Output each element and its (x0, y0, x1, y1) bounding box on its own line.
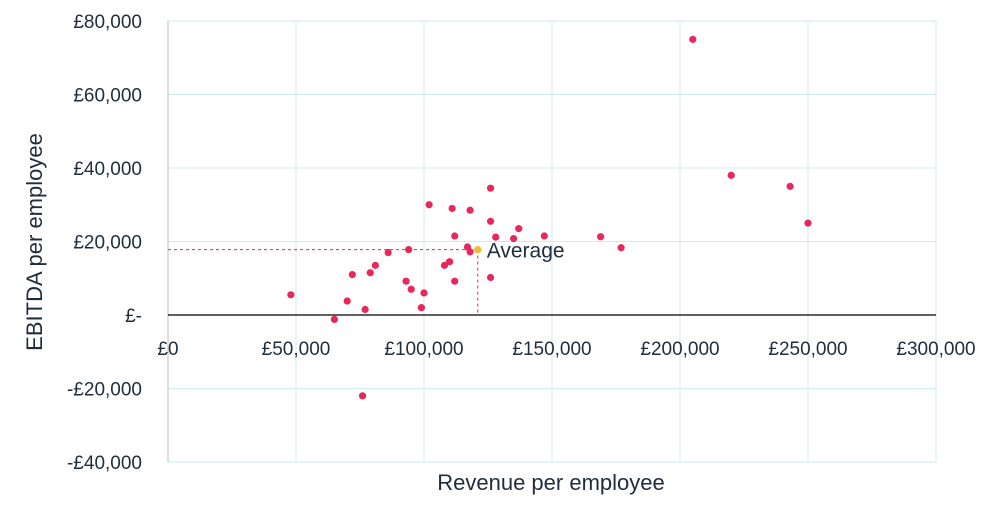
data-points (287, 35, 812, 400)
data-point (486, 184, 495, 192)
data-point (371, 261, 379, 269)
data-point (440, 261, 449, 269)
data-point (451, 232, 459, 240)
tick-labels: £0 £50,000 £100,000 £150,000 £200,000 £250,00… (67, 12, 976, 474)
x-tick-label: £50,000 (262, 339, 331, 360)
data-point (348, 270, 356, 279)
axes (167, 21, 936, 462)
data-point (361, 305, 369, 314)
data-point (727, 171, 735, 179)
y-tick-label: -£40,000 (67, 453, 142, 474)
data-point (515, 225, 523, 233)
data-point (330, 315, 338, 324)
data-point (804, 219, 812, 227)
y-axis-title: EBITDA per employee (22, 133, 47, 351)
data-point (287, 291, 295, 299)
x-tick-label: £200,000 (640, 339, 719, 360)
y-tick-label: -£20,000 (67, 380, 142, 401)
data-point (486, 217, 495, 225)
average-reference-lines (168, 249, 479, 315)
x-tick-label: £150,000 (512, 339, 591, 360)
data-point (689, 35, 697, 43)
x-tick-label: £300,000 (896, 339, 975, 360)
data-point (402, 277, 410, 285)
data-point (417, 304, 426, 312)
data-point (425, 201, 433, 209)
data-point (366, 269, 374, 277)
data-point (540, 232, 548, 240)
y-tick-label: £- (125, 306, 142, 327)
data-point (466, 206, 474, 214)
data-point (384, 248, 392, 257)
y-tick-label: £60,000 (73, 86, 142, 107)
x-tick-label: £100,000 (384, 339, 463, 360)
average-marker-group: Average (474, 240, 565, 263)
data-point (466, 248, 474, 256)
average-label: Average (487, 240, 565, 263)
average-point (474, 245, 482, 254)
y-tick-label: £20,000 (73, 233, 142, 254)
data-point (597, 233, 605, 241)
data-point (407, 285, 415, 293)
y-tick-label: £80,000 (73, 12, 142, 33)
x-tick-label: £0 (157, 339, 178, 360)
data-point (451, 277, 459, 285)
data-point (486, 273, 495, 282)
data-point (358, 392, 367, 400)
y-tick-label: £40,000 (73, 159, 142, 180)
data-point (448, 204, 456, 213)
data-point (343, 297, 351, 305)
x-tick-label: £250,000 (768, 339, 847, 360)
data-point (786, 182, 794, 190)
data-point (446, 258, 454, 266)
data-point (405, 245, 413, 254)
x-axis-title: Revenue per employee (437, 470, 664, 495)
data-point (492, 233, 500, 241)
data-point (420, 289, 428, 297)
data-point (617, 244, 625, 252)
data-point (509, 234, 518, 243)
